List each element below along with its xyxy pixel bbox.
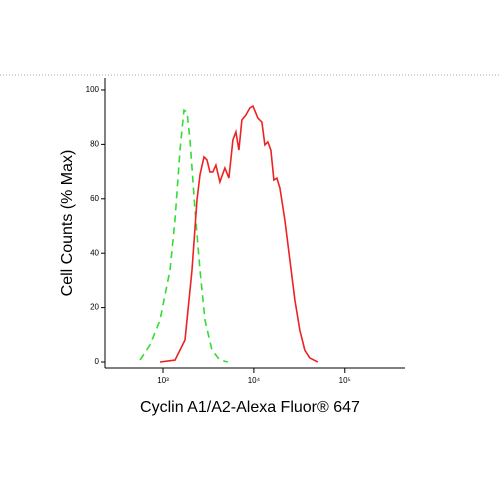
y-axis-title: Cell Counts (% Max) [59,150,76,297]
histogram-line [159,104,319,363]
y-tick-label: 0 [95,357,100,366]
y-tick-label: 100 [86,85,100,94]
y-tick-label: 60 [90,194,99,203]
y-tick-label: 40 [90,248,99,257]
x-axis-title: Cyclin A1/A2-Alexa Fluor® 647 [140,399,360,416]
histogram-line [139,108,229,363]
y-tick-label: 80 [90,139,99,148]
x-tick-label: 10³ [157,376,169,385]
x-tick-label: 10⁵ [339,376,351,385]
x-tick-label: 10⁴ [248,376,261,385]
y-tick-label: 20 [90,303,99,312]
